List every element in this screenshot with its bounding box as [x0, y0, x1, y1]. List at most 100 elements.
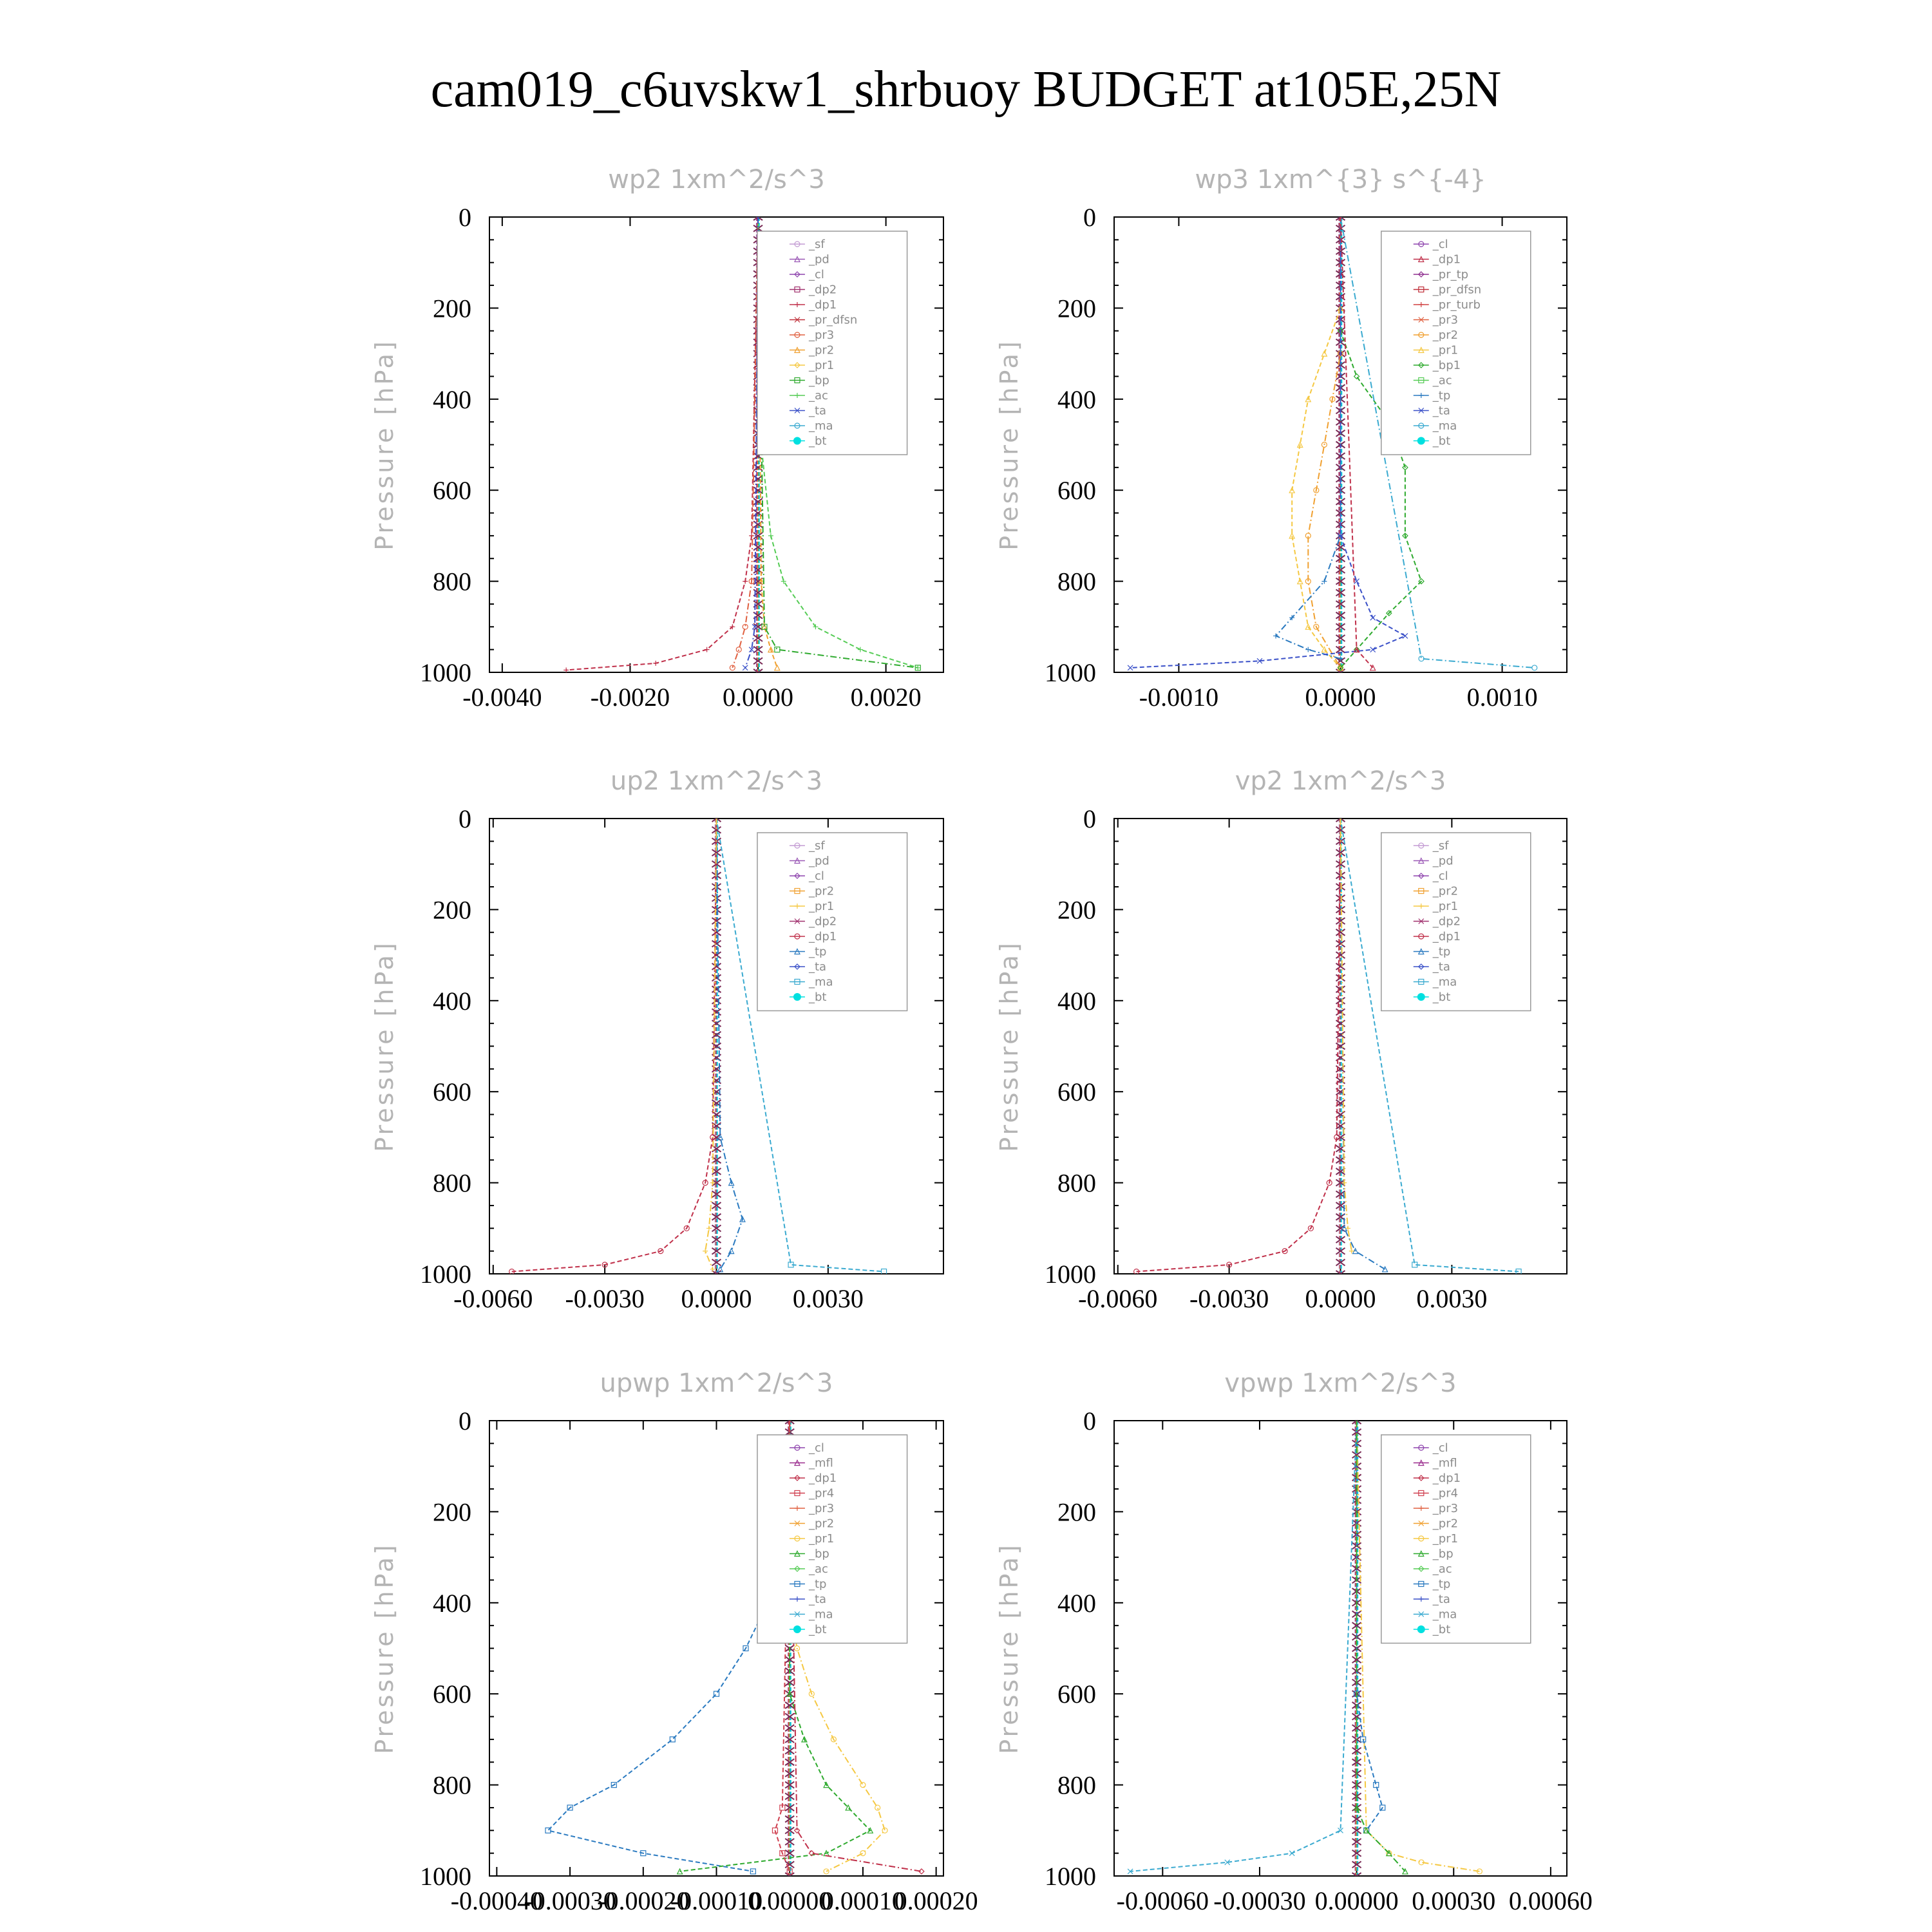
zero-marker	[1335, 1236, 1346, 1244]
legend-marker	[794, 1506, 800, 1511]
point-_dp1	[793, 1827, 800, 1834]
zero-marker	[1335, 1270, 1346, 1274]
point-_dp1	[749, 533, 755, 538]
zero-marker	[784, 1678, 795, 1687]
point-_ta	[1354, 578, 1360, 585]
legend-label: _cl	[1432, 1441, 1448, 1455]
legend-marker	[794, 1444, 800, 1451]
plot-area	[1133, 819, 1522, 1274]
point-_ta	[1127, 665, 1133, 671]
point-_dp1	[1282, 1248, 1288, 1255]
panel-6: vpwp 1xm^2/s^3 Pressure [hPa] 0 200 400 600 80…	[995, 1368, 1593, 1915]
zero-marker	[753, 657, 763, 665]
legend-label: _pd	[808, 855, 829, 868]
zero-marker	[1335, 928, 1346, 936]
zero-marker	[1335, 819, 1346, 822]
zero-marker	[1335, 668, 1346, 672]
zero-marker	[711, 883, 722, 891]
point-_ma	[1412, 1262, 1418, 1268]
point-_tp	[739, 1215, 746, 1222]
point-_pr1	[1289, 532, 1296, 539]
point-_dp1	[918, 1868, 925, 1875]
series-line-_tp	[1356, 1421, 1383, 1831]
legend-label: _pr_dfsn	[808, 314, 857, 327]
legend-label: _ta	[1432, 960, 1450, 974]
legend-label: _pr1	[808, 359, 834, 372]
zero-marker	[784, 1758, 795, 1766]
point-_pr1	[875, 1804, 881, 1811]
zero-marker	[1352, 1826, 1362, 1835]
zero-marker	[711, 996, 722, 1005]
zero-marker	[711, 940, 722, 948]
legend-marker	[1417, 993, 1425, 1001]
zero-marker	[753, 217, 763, 221]
x-tick-label: 0.0000	[681, 1284, 752, 1313]
zero-marker	[784, 1701, 795, 1709]
point-_dp1	[683, 1225, 690, 1231]
zero-marker	[753, 634, 763, 642]
y-tick-label: 600	[1057, 1680, 1096, 1709]
point-_ta	[752, 623, 758, 630]
point-_pr1	[1476, 1868, 1483, 1875]
legend-label: _dp1	[808, 930, 837, 943]
zero-marker	[1352, 1747, 1362, 1755]
legend-marker	[1418, 1506, 1424, 1511]
point-_ta	[742, 665, 748, 671]
x-tick-label: -0.0030	[1189, 1284, 1269, 1313]
legend-marker	[794, 963, 800, 970]
legend-marker	[1417, 271, 1425, 278]
zero-marker	[711, 985, 722, 993]
legend-label: _bt	[1432, 1623, 1450, 1636]
legend-label: _ac	[1432, 1562, 1452, 1576]
point-_ac	[768, 533, 773, 538]
point-_ta	[1402, 633, 1408, 639]
legend-marker	[794, 842, 800, 849]
y-tick-label: 0	[1083, 1406, 1096, 1435]
panel-4: vp2 1xm^2/s^3 Pressure [hPa] 0 200 400 600 800…	[995, 766, 1567, 1313]
legend-marker	[793, 437, 801, 445]
legend-marker	[1418, 317, 1425, 323]
legend-marker	[794, 302, 800, 307]
legend-marker	[793, 256, 800, 263]
legend-marker	[794, 241, 800, 247]
point-_dp1	[653, 660, 659, 666]
legend-marker	[1418, 1596, 1424, 1602]
zero-marker	[1352, 1421, 1362, 1425]
legend-marker	[1418, 1611, 1425, 1617]
zero-marker	[1352, 1451, 1362, 1459]
legend-marker	[794, 362, 800, 368]
x-tick-label: -0.0060	[453, 1284, 533, 1313]
point-_dp1	[564, 667, 569, 672]
zero-marker	[1352, 1758, 1362, 1766]
legend-label: _pr_dfsn	[1432, 283, 1481, 297]
zero-marker	[1335, 996, 1346, 1005]
series-line-_dp1	[566, 217, 759, 671]
legend-marker	[1417, 1550, 1425, 1557]
y-axis-label: Pressure [hPa]	[995, 1542, 1023, 1754]
legend-box	[757, 1434, 908, 1644]
zero-marker	[784, 1849, 795, 1857]
legend-label: _ta	[808, 404, 826, 418]
zero-marker	[1335, 554, 1346, 563]
y-tick-label: 0	[459, 1406, 471, 1435]
panel-title: up2 1xm^2/s^3	[611, 766, 822, 796]
series-line-_tp	[547, 1421, 791, 1872]
zero-marker	[1335, 905, 1346, 914]
point-_dp1	[702, 1179, 708, 1186]
x-tick-label: -0.0060	[1078, 1284, 1157, 1313]
series-line-_ma	[1340, 217, 1535, 668]
legend-label: _pr_tp	[1432, 268, 1468, 281]
point-_pr3	[748, 578, 755, 585]
point-_pr1	[808, 1690, 815, 1697]
zero-marker	[1335, 217, 1346, 221]
zero-marker	[711, 894, 722, 902]
legend-label: _mfl	[808, 1457, 833, 1470]
legend-label: _pr1	[1432, 900, 1458, 913]
x-tick-label: -0.00030	[524, 1886, 616, 1915]
legend-label: _pr2	[1432, 328, 1458, 342]
legend-marker	[794, 1520, 800, 1526]
legend-marker	[1417, 362, 1425, 368]
legend-label: _ma	[808, 419, 833, 433]
zero-marker	[1352, 1656, 1362, 1663]
point-_bp	[867, 1826, 874, 1833]
